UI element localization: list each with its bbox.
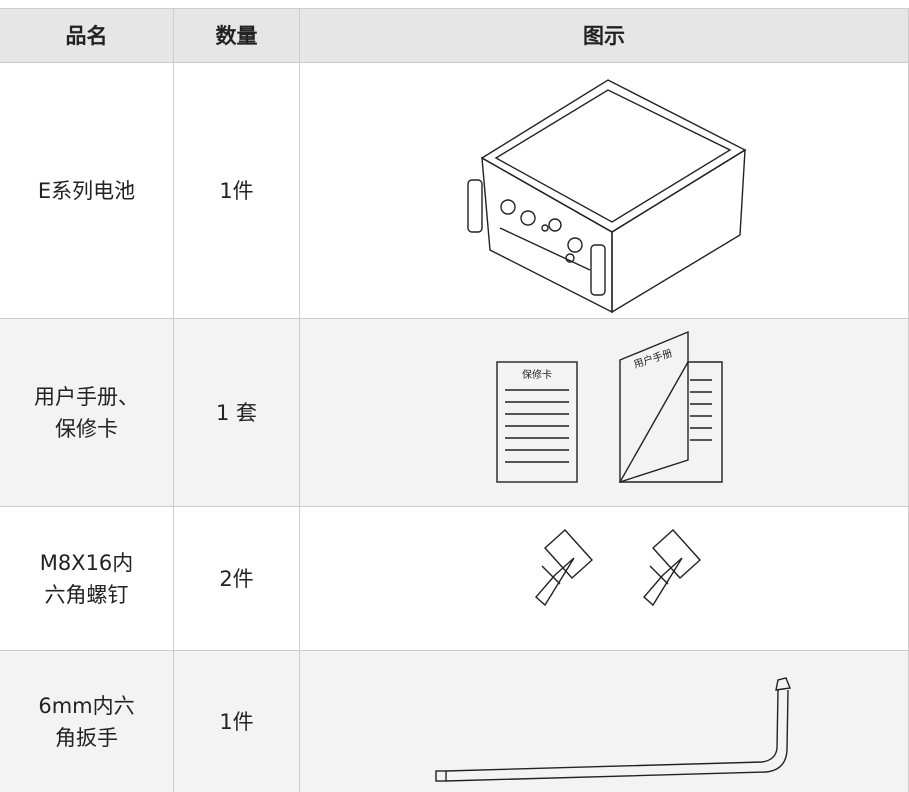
illustration-label: 用户手册 xyxy=(632,346,674,371)
qty: 1件 xyxy=(219,709,254,734)
image-cell xyxy=(300,651,909,792)
qty: 1 套 xyxy=(215,400,258,425)
header-cell: 图示 xyxy=(300,8,909,63)
header-text: 品名 xyxy=(65,23,108,48)
name-line: 用户手册、 xyxy=(34,384,139,409)
screw xyxy=(535,529,593,607)
name-line: 保修卡 xyxy=(55,416,118,441)
hex-key xyxy=(435,677,791,782)
name-cell: M8X16内 六角螺钉 xyxy=(0,507,174,651)
user-manual: 用户手册 xyxy=(618,330,723,483)
name-line: 角扳手 xyxy=(55,725,118,750)
qty-cell: 1件 xyxy=(174,63,300,319)
qty: 2件 xyxy=(219,566,254,591)
name-line: E系列电池 xyxy=(37,178,136,203)
header-text: 数量 xyxy=(215,23,258,48)
warranty-card: 保修卡 xyxy=(496,361,578,483)
image-cell xyxy=(300,319,909,507)
table: 品名 数量 图示 E系列电池 1件 用户手册、 保修卡 1 套 M8X16内 六角螺… xyxy=(0,8,909,792)
qty-cell: 1 套 xyxy=(174,319,300,507)
qty-cell: 2件 xyxy=(174,507,300,651)
qty: 1件 xyxy=(219,178,254,203)
screw xyxy=(643,529,701,607)
name-cell: 6mm内六角扳手 xyxy=(0,651,174,792)
name-line: M8X16内 xyxy=(39,550,134,575)
battery xyxy=(467,79,747,314)
qty-cell: 1件 xyxy=(174,651,300,792)
name-line: 6mm内六 xyxy=(38,693,135,718)
header-cell: 品名 xyxy=(0,8,174,63)
name-cell: 用户手册、 保修卡 xyxy=(0,319,174,507)
name-cell: E系列电池 xyxy=(0,63,174,319)
header-cell: 数量 xyxy=(174,8,300,63)
header-text: 图示 xyxy=(583,23,625,48)
name-line: 六角螺钉 xyxy=(44,582,129,607)
illustration-label: 保修卡 xyxy=(522,368,552,381)
